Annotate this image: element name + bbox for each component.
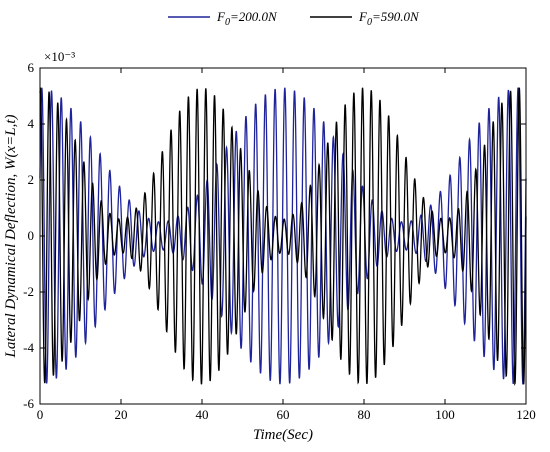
x-tick-label: 20: [115, 407, 128, 422]
legend: F0=200.0N F0=590.0N: [168, 9, 420, 28]
y-tick-label: -6: [23, 396, 34, 411]
x-tick-label: 40: [196, 407, 209, 422]
x-tick-label: 100: [435, 407, 455, 422]
series-line-2: [39, 87, 527, 387]
y-scale-label: ×10⁻³: [44, 49, 75, 64]
x-tick-label: 0: [37, 407, 44, 422]
x-axis-title: Time(Sec): [253, 427, 313, 443]
x-tick-label: 120: [516, 407, 536, 422]
y-tick-label: 6: [28, 60, 35, 75]
y-tick-label: -4: [23, 340, 34, 355]
y-tick-label: 4: [28, 116, 35, 131]
series-layer: [39, 87, 527, 387]
series-line-1: [39, 87, 527, 385]
y-tick-label: 0: [28, 228, 35, 243]
y-tick-label: 2: [28, 172, 35, 187]
x-tick-label: 80: [358, 407, 371, 422]
legend-label-series-2: F0=590.0N: [358, 9, 420, 28]
x-tick-label: 60: [277, 407, 290, 422]
y-axis-title: Lateral Dynamical Deflection, W(x=L,t): [3, 115, 19, 359]
y-tick-label: -2: [23, 284, 34, 299]
legend-label-series-1: F0=200.0N: [216, 9, 278, 28]
